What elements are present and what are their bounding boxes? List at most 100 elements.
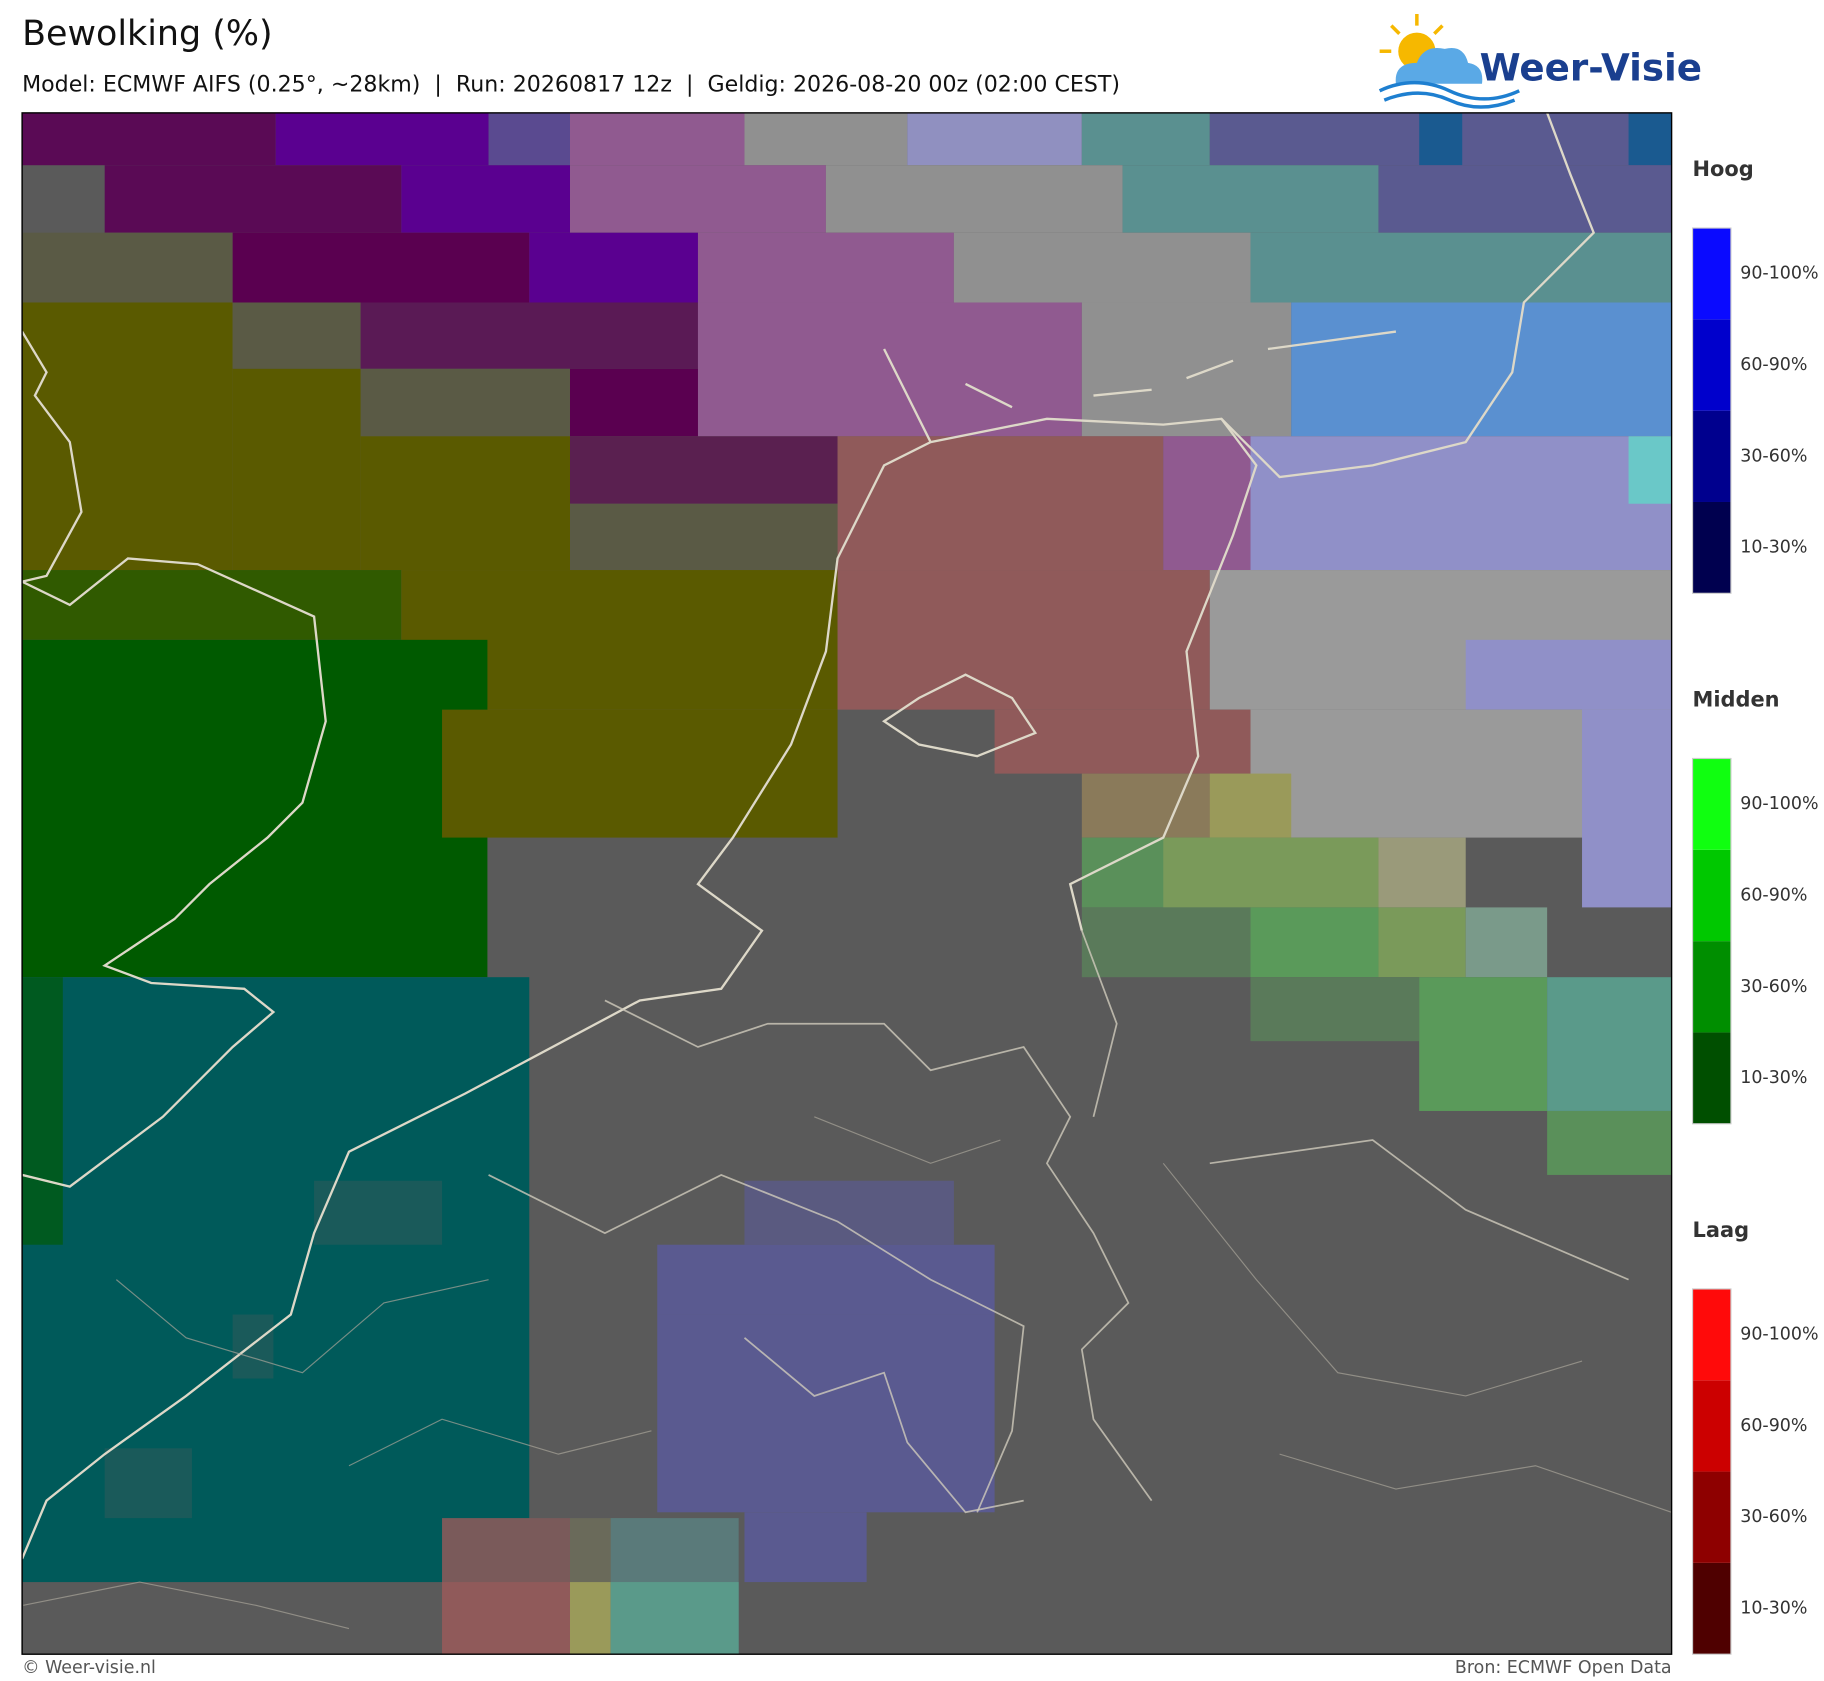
region-border xyxy=(115,1279,652,1467)
cloud-cell xyxy=(837,570,1210,710)
legend-title: Hoog xyxy=(1693,157,1754,181)
cloud-cell xyxy=(22,639,488,978)
cloud-cell xyxy=(570,503,838,571)
legend-frame xyxy=(1691,1288,1732,1655)
legend-swatch xyxy=(1692,228,1731,320)
cloud-cell xyxy=(570,368,698,437)
legend-swatch xyxy=(1692,1288,1731,1381)
cloud-cell xyxy=(610,1582,739,1655)
legend-label: 30-60% xyxy=(1740,446,1807,466)
cloud-cell xyxy=(825,165,1123,233)
cloud-cell xyxy=(401,165,570,233)
border xyxy=(604,999,1153,1502)
logo: Weer-Visie xyxy=(1378,13,1702,109)
cloud-cell xyxy=(744,112,908,166)
cloud-cell xyxy=(442,709,838,838)
footer-right: Bron: ECMWF Open Data xyxy=(1455,1658,1672,1678)
legend-frame xyxy=(1691,227,1732,594)
title: Bewolking (%) xyxy=(22,14,273,54)
cloud-cell xyxy=(314,1180,443,1245)
cloud-cell xyxy=(22,977,63,1245)
legend-label: 90-100% xyxy=(1740,794,1818,814)
cloud-cell xyxy=(22,232,233,303)
cloud-cell xyxy=(22,977,530,1583)
legend-frame xyxy=(1691,757,1732,1125)
cloud-cell xyxy=(1081,112,1210,166)
legend-label: 30-60% xyxy=(1740,1507,1807,1527)
cloud-cell xyxy=(1378,165,1672,233)
border xyxy=(743,1337,1024,1514)
cloud-cell xyxy=(570,1582,611,1655)
legend-label: 60-90% xyxy=(1740,1416,1807,1436)
legend-label: 90-100% xyxy=(1740,264,1818,284)
border xyxy=(1081,930,1629,1281)
map xyxy=(22,112,1672,1655)
legend-label: 30-60% xyxy=(1740,977,1807,997)
cloud-cell xyxy=(1250,907,1379,978)
cloud-cell xyxy=(657,1244,995,1315)
footer-left: © Weer-visie.nl xyxy=(22,1658,156,1678)
coastline xyxy=(1220,112,1596,479)
cloud-cell xyxy=(1209,773,1292,838)
cloud-cell xyxy=(442,1582,570,1655)
cloud-cell xyxy=(1378,907,1466,978)
cloud-cell xyxy=(1547,977,1672,1111)
cloud-cell xyxy=(360,302,698,369)
cloud-cell xyxy=(1250,232,1672,303)
cloud-cell xyxy=(570,436,838,504)
legend-swatch xyxy=(1692,758,1731,850)
cloud-cell xyxy=(994,709,1251,774)
cloud-cell xyxy=(1122,165,1379,233)
cloud-cell xyxy=(1419,977,1548,1111)
coastline xyxy=(22,417,1258,1560)
subtitle: Model: ECMWF AIFS (0.25°, ~28km) | Run: … xyxy=(22,71,1120,97)
border xyxy=(488,1173,1025,1513)
cloud-cell xyxy=(360,368,570,437)
logo-waves xyxy=(1378,80,1520,109)
legend-swatch xyxy=(1692,501,1731,594)
region-border xyxy=(23,1116,1001,1630)
cloud-cell xyxy=(1378,837,1466,908)
coastline xyxy=(22,557,327,1188)
cloud-cell xyxy=(1081,302,1292,437)
legend-swatch xyxy=(1692,1032,1731,1124)
logo-rays xyxy=(1379,13,1444,53)
cloud-cell xyxy=(1628,436,1672,504)
cloud-cell xyxy=(744,1512,867,1583)
cloud-cell xyxy=(1081,907,1251,978)
region-border xyxy=(1162,1162,1672,1513)
cloud-cell xyxy=(1465,639,1672,710)
legend-title: Laag xyxy=(1693,1218,1750,1242)
legend-title: Midden xyxy=(1693,687,1780,711)
coastline xyxy=(22,330,83,583)
map-frame xyxy=(21,112,1673,1655)
legend-swatch xyxy=(1692,410,1731,502)
cloud-cell xyxy=(570,112,745,166)
cloud-cell xyxy=(232,232,530,303)
cloud-cell xyxy=(232,368,361,571)
cloud-cell xyxy=(657,1314,995,1513)
cloud-cell xyxy=(275,112,489,166)
legend-swatch xyxy=(1692,1380,1731,1472)
legend-swatch xyxy=(1692,849,1731,942)
cloud-cell xyxy=(1547,1110,1672,1175)
cloud-cell xyxy=(232,302,361,369)
cloud-cell xyxy=(837,436,1164,571)
cloud-cell xyxy=(1582,709,1672,908)
cloud-cell xyxy=(1291,302,1672,437)
cloud-cell xyxy=(1628,112,1672,166)
legend-label: 10-30% xyxy=(1740,538,1807,558)
logo-text: Weer-Visie xyxy=(1480,45,1702,89)
legend-swatch xyxy=(1692,1471,1731,1563)
logo-cloud xyxy=(1395,47,1483,84)
cloud-cell xyxy=(488,112,570,166)
cloud-cell xyxy=(953,232,1251,303)
legend-label: 60-90% xyxy=(1740,355,1807,375)
legend-swatch xyxy=(1692,1562,1731,1655)
cloud-cell xyxy=(529,232,698,303)
cloud-cell xyxy=(697,302,1082,437)
cloud-cell xyxy=(22,112,276,166)
cloud-cell xyxy=(104,165,402,233)
